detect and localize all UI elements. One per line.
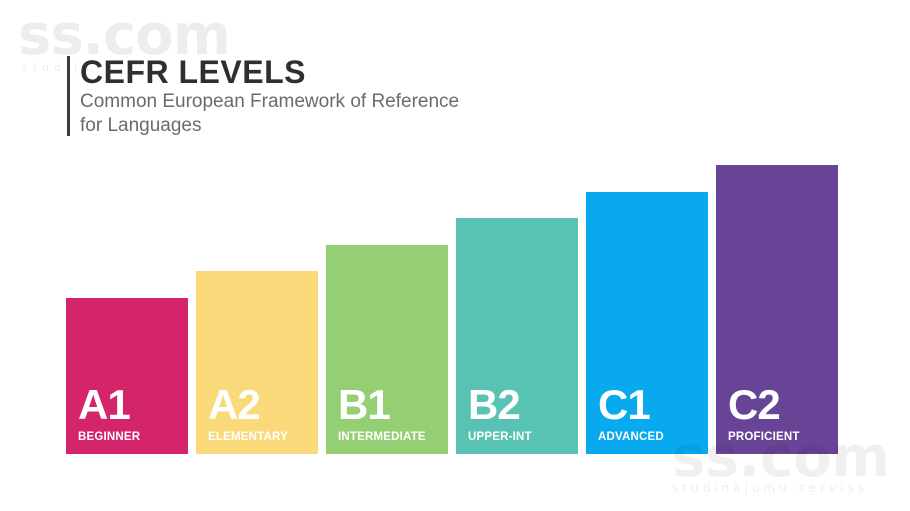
level-label: UPPER-INT <box>468 430 532 443</box>
level-code: A2 <box>208 381 261 428</box>
level-code: B2 <box>468 381 521 428</box>
title-accent-line <box>67 56 70 136</box>
level-bar-b1: B1 INTERMEDIATE <box>326 245 448 454</box>
level-bar-a2: A2 ELEMENTARY <box>196 271 318 454</box>
level-bar-a1: A1 BEGINNER <box>66 298 188 454</box>
page-title: CEFR LEVELS <box>80 54 306 90</box>
level-label: BEGINNER <box>78 430 141 443</box>
level-bar-b2: B2 UPPER-INT <box>456 218 578 454</box>
level-code: B1 <box>338 381 391 428</box>
page-subtitle: Common European Framework of Reference f… <box>80 91 460 136</box>
level-label: PROFICIENT <box>728 430 800 443</box>
level-code: C1 <box>598 381 651 428</box>
level-label: ELEMENTARY <box>208 430 288 443</box>
level-bar-c1: C1 ADVANCED <box>586 192 708 454</box>
level-label: ADVANCED <box>598 430 664 443</box>
level-code: C2 <box>728 381 781 428</box>
level-label: INTERMEDIATE <box>338 430 426 443</box>
level-bar-c2: C2 PROFICIENT <box>716 165 838 454</box>
level-code: A1 <box>78 381 131 428</box>
